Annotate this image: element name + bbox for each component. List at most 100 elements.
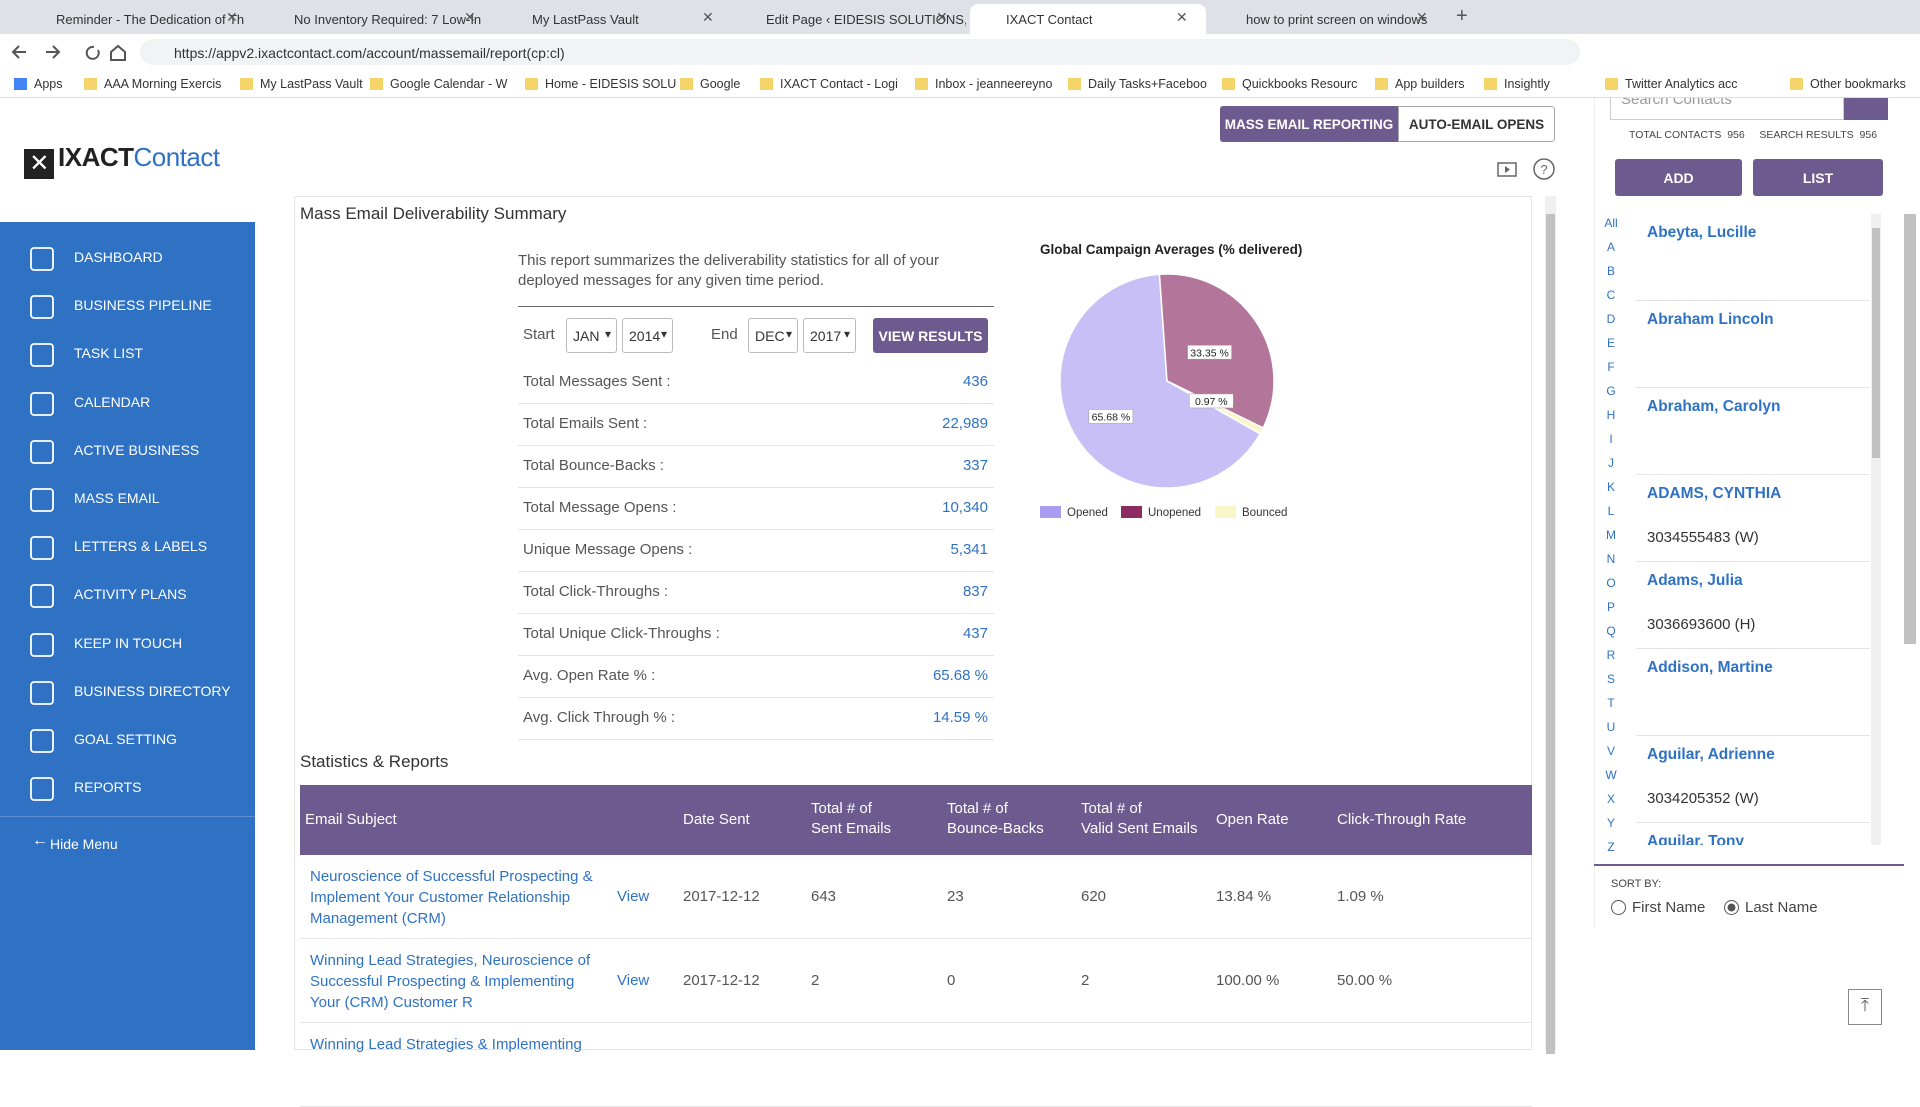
browser-tab[interactable]: My LastPass Vault xyxy=(532,12,639,27)
letter-filter[interactable]: H xyxy=(1606,408,1616,422)
bookmark[interactable]: IXACT Contact - Logi xyxy=(780,77,898,91)
tab-close[interactable]: ✕ xyxy=(226,9,238,25)
bookmark[interactable]: My LastPass Vault xyxy=(260,77,363,91)
url[interactable]: https://appv2.ixactcontact.com/account/m… xyxy=(140,39,1580,65)
letter-filter[interactable]: L xyxy=(1607,504,1615,518)
letter-filter[interactable]: Q xyxy=(1606,624,1616,638)
legend-label[interactable]: Bounced xyxy=(1242,507,1287,519)
bookmark[interactable]: Google xyxy=(700,77,741,91)
tab-close[interactable]: ✕ xyxy=(1176,9,1188,25)
letter-filter[interactable]: All xyxy=(1604,216,1618,230)
letter-filter[interactable]: I xyxy=(1609,432,1613,446)
letter-filter[interactable]: U xyxy=(1606,720,1616,734)
radio-label[interactable]: First Name xyxy=(1632,899,1706,916)
menu-item[interactable]: BUSINESS PIPELINE xyxy=(0,286,255,326)
bookmark[interactable]: App builders xyxy=(1395,77,1465,91)
letter-filter[interactable]: P xyxy=(1606,600,1615,614)
scrollbar[interactable] xyxy=(1545,196,1556,1054)
new-tab[interactable]: + xyxy=(1456,5,1468,27)
menu-item[interactable]: TASK LIST xyxy=(0,334,255,374)
letter-filter[interactable]: G xyxy=(1606,384,1616,398)
menu-item[interactable]: LETTERS & LABELS xyxy=(0,527,255,567)
tab-close[interactable]: ✕ xyxy=(936,9,948,25)
radio-label[interactable]: Last Name xyxy=(1745,899,1818,916)
letter-filter[interactable]: J xyxy=(1608,456,1614,470)
menu-item[interactable]: BUSINESS DIRECTORY xyxy=(0,672,255,712)
scroll-thumb[interactable] xyxy=(1904,214,1916,644)
button[interactable]: ADD xyxy=(1615,159,1742,196)
view-link[interactable]: View xyxy=(617,888,650,905)
scroll-top-button[interactable]: ⤒ xyxy=(1848,989,1882,1025)
tab-button[interactable]: MASS EMAIL REPORTING xyxy=(1220,106,1398,142)
select[interactable]: 2017 xyxy=(803,318,856,353)
contact[interactable]: Addison, Martine xyxy=(1636,649,1870,736)
menu-item[interactable]: MASS EMAIL xyxy=(0,479,255,519)
scroll-thumb[interactable] xyxy=(1546,214,1555,1054)
button[interactable]: LIST xyxy=(1753,159,1883,196)
email-subject[interactable]: Neuroscience of Successful Prospecting &… xyxy=(310,868,593,927)
radio[interactable] xyxy=(1724,900,1739,915)
radio[interactable] xyxy=(1611,900,1626,915)
view-link[interactable]: View xyxy=(617,972,650,989)
bookmark[interactable]: AAA Morning Exercis xyxy=(104,77,222,91)
search-button[interactable] xyxy=(1844,98,1888,120)
browser-tab[interactable]: how to print screen on windows xyxy=(1246,12,1428,27)
bookmark[interactable]: Google Calendar - W xyxy=(390,77,508,91)
letter-filter[interactable]: V xyxy=(1606,744,1615,758)
contact-name[interactable]: Abraham, Carolyn xyxy=(1647,398,1781,415)
contact-name[interactable]: Adams, Julia xyxy=(1647,572,1743,589)
bookmark[interactable]: Insightly xyxy=(1504,77,1550,91)
email-subject[interactable]: Winning Lead Strategies & Implementing xyxy=(310,1036,582,1053)
menu-item[interactable]: KEEP IN TOUCH xyxy=(0,624,255,664)
letter-filter[interactable]: Z xyxy=(1607,840,1615,854)
letter-filter[interactable]: D xyxy=(1606,312,1616,326)
letter-filter[interactable]: X xyxy=(1606,792,1615,806)
contact[interactable]: Abeyta, Lucille xyxy=(1636,214,1870,301)
menu-item[interactable]: GOAL SETTING xyxy=(0,720,255,760)
letter-filter[interactable]: N xyxy=(1606,552,1616,566)
menu-item[interactable]: ACTIVE BUSINESS xyxy=(0,431,255,471)
bookmark[interactable]: Twitter Analytics acc xyxy=(1625,77,1738,91)
button[interactable]: VIEW RESULTS xyxy=(873,318,988,353)
scroll-thumb[interactable] xyxy=(1872,228,1880,458)
letter-filter[interactable]: F xyxy=(1607,360,1615,374)
tab-close[interactable]: ✕ xyxy=(464,9,476,25)
legend-label[interactable]: Opened xyxy=(1067,507,1108,519)
bookmark[interactable]: Daily Tasks+Faceboo xyxy=(1088,77,1207,91)
menu-item[interactable]: DASHBOARD xyxy=(0,238,255,278)
menu-item[interactable]: CALENDAR xyxy=(0,383,255,423)
bookmark[interactable]: Home - EIDESIS SOLU xyxy=(545,77,677,91)
letter-filter[interactable]: M xyxy=(1606,528,1616,542)
contact-name[interactable]: Addison, Martine xyxy=(1647,659,1773,676)
contact[interactable]: ADAMS, CYNTHIA 3034555483 (W) xyxy=(1636,475,1870,562)
bookmark[interactable]: Inbox - jeanneereyno xyxy=(935,77,1053,91)
help-icons[interactable]: ? xyxy=(1496,157,1560,183)
letter-filter[interactable]: O xyxy=(1606,576,1616,590)
select[interactable]: 2014 xyxy=(622,318,673,353)
contact-name[interactable]: Aguilar, Tony xyxy=(1647,833,1745,845)
menu-item[interactable]: REPORTS xyxy=(0,768,255,808)
tab-button[interactable]: AUTO-EMAIL OPENS xyxy=(1398,106,1555,142)
logo[interactable]: ✕ IXACTContact xyxy=(24,142,220,179)
bookmark[interactable]: Apps xyxy=(34,77,63,91)
menu-item[interactable]: ACTIVITY PLANS xyxy=(0,575,255,615)
letter-filter[interactable]: W xyxy=(1605,768,1617,782)
legend-swatch[interactable] xyxy=(1121,506,1142,518)
contact[interactable]: Abraham, Carolyn xyxy=(1636,388,1870,475)
contact-name[interactable]: ADAMS, CYNTHIA xyxy=(1647,485,1782,502)
select[interactable]: JAN xyxy=(566,318,617,353)
email-subject[interactable]: Winning Lead Strategies, Neuroscience of… xyxy=(310,952,591,1011)
contact[interactable]: Aguilar, Tony xyxy=(1636,823,1870,845)
contact[interactable]: Abraham Lincoln xyxy=(1636,301,1870,388)
contact[interactable]: Aguilar, Adrienne 3034205352 (W) xyxy=(1636,736,1870,823)
select[interactable]: DEC xyxy=(748,318,798,353)
letter-filter[interactable]: Y xyxy=(1606,816,1615,830)
contact-name[interactable]: Aguilar, Adrienne xyxy=(1647,746,1775,763)
letter-filter[interactable]: E xyxy=(1606,336,1615,350)
bookmark[interactable]: Quickbooks Resourc xyxy=(1242,77,1358,91)
contact-name[interactable]: Abeyta, Lucille xyxy=(1647,224,1757,241)
scrollbar[interactable] xyxy=(1871,214,1881,845)
legend-label[interactable]: Unopened xyxy=(1148,507,1201,519)
tab-close[interactable]: ✕ xyxy=(702,9,714,25)
browser-tab[interactable]: No Inventory Required: 7 Low-In xyxy=(294,12,482,27)
